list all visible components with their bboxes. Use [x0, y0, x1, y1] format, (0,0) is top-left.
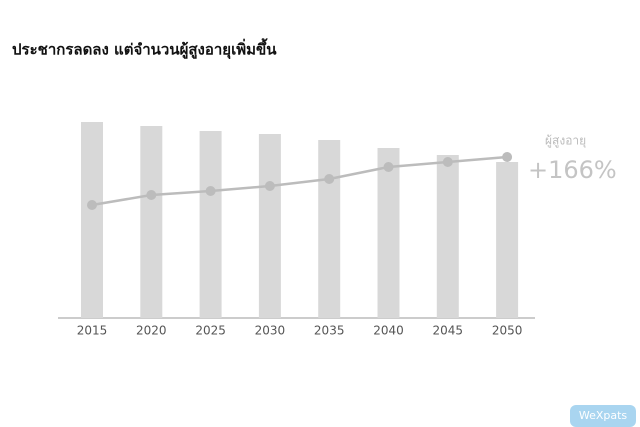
- point: [324, 174, 335, 184]
- watermark-badge: [570, 405, 636, 427]
- bar: [318, 140, 341, 318]
- bar: [140, 126, 163, 318]
- bar: [81, 122, 103, 318]
- point: [205, 186, 216, 196]
- point: [264, 181, 275, 191]
- annotation: +166%: [528, 156, 617, 184]
- x-tick-label: 2040: [373, 324, 404, 338]
- bar: [436, 155, 459, 318]
- x-tick-label: 2025: [195, 324, 226, 338]
- point: [442, 157, 453, 167]
- bar: [199, 131, 222, 318]
- x-tick-label: 2015: [77, 324, 108, 338]
- x-tick-label: 2035: [314, 324, 345, 338]
- point: [146, 190, 157, 200]
- bar: [258, 134, 281, 318]
- line: [91, 155, 508, 207]
- x-tick-label: 2045: [433, 324, 464, 338]
- bar: [496, 162, 519, 318]
- x-tick-label: 2030: [255, 324, 286, 338]
- x-tick-label: 2050: [492, 324, 523, 338]
- bar: [377, 148, 400, 318]
- chart-title: ประชากรลดลง แต่จำนวนผู้สูงอายุเพิ่มขึ้น: [12, 38, 277, 60]
- point: [502, 152, 513, 162]
- point: [383, 162, 394, 172]
- watermark: WeXpats: [579, 409, 628, 422]
- point: [87, 200, 97, 210]
- x-tick-label: 2020: [136, 324, 167, 338]
- series-label: ผู้สูงอายุ: [545, 134, 586, 149]
